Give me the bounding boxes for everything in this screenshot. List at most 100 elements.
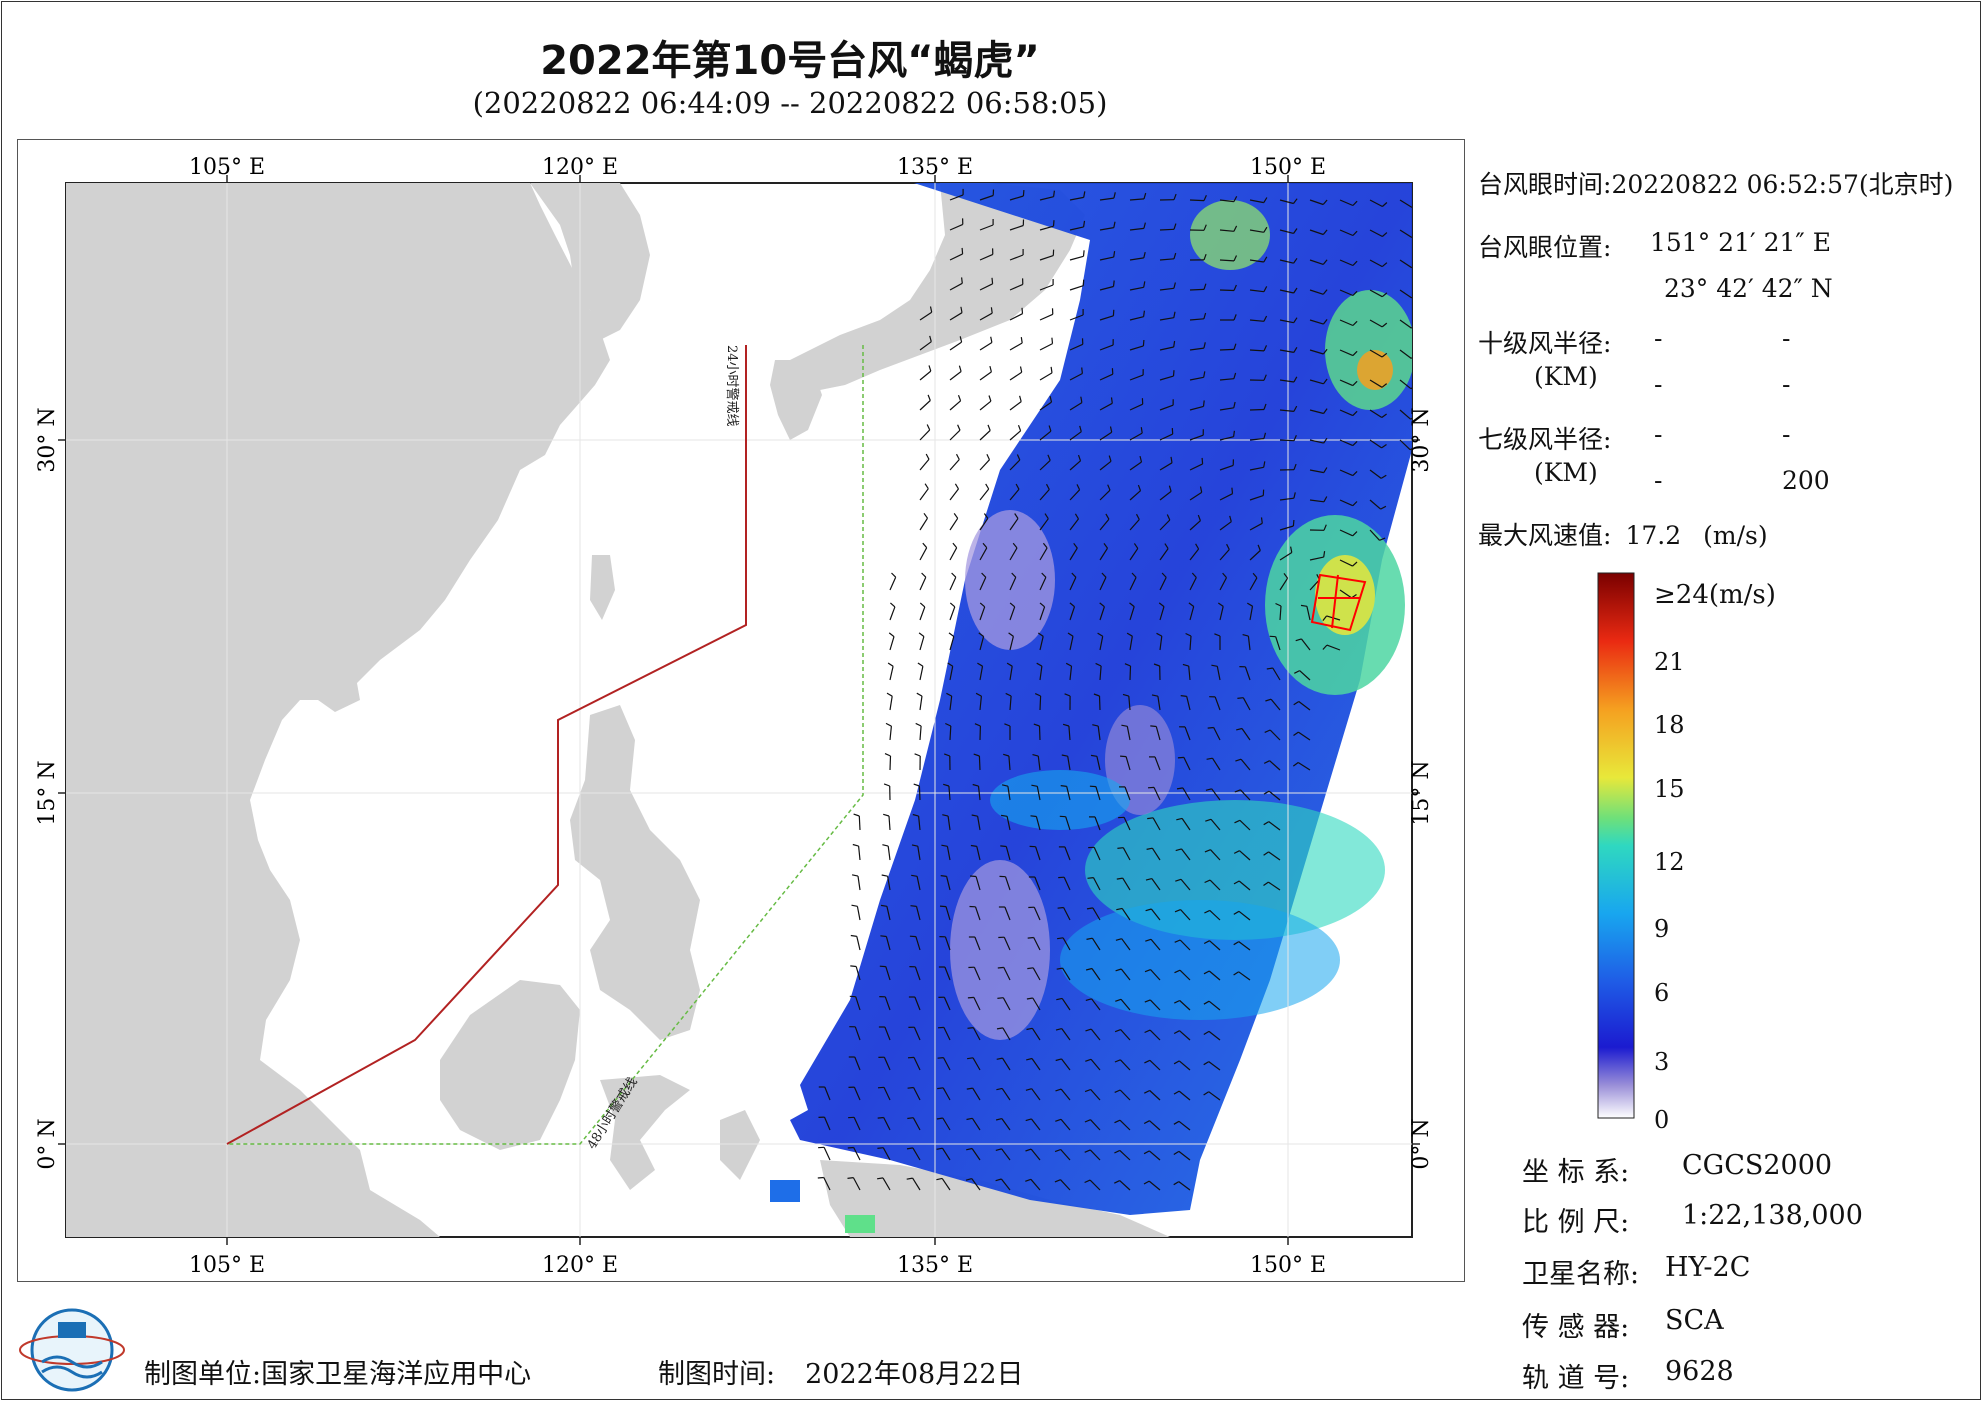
wind-barb-feather: [1000, 845, 1007, 848]
typhoon-eye-cross-v: [1331, 574, 1339, 629]
wind-barb-feather: [1173, 223, 1177, 230]
wind-barb-feather: [955, 453, 960, 460]
wind-barb: [919, 488, 929, 501]
wind-barb: [1189, 347, 1204, 351]
wind-barb: [1069, 372, 1083, 381]
wind-barb-feather: [1275, 602, 1282, 607]
wind-barb: [1099, 315, 1114, 321]
wind-barb-feather: [1108, 455, 1112, 462]
wind-barb-feather: [921, 572, 927, 578]
wind-barb: [1189, 318, 1204, 321]
wind-barb: [1061, 1058, 1071, 1071]
wind-barb: [1030, 1118, 1041, 1131]
wind-barb-feather: [997, 966, 1004, 969]
wind-barb: [1159, 490, 1172, 501]
wind-barb: [977, 786, 981, 801]
wind-barb: [1120, 998, 1131, 1011]
wind-barb: [1238, 910, 1251, 921]
wind-barb: [1309, 499, 1324, 503]
wind-barb-feather: [1352, 320, 1358, 326]
wind-barb: [1189, 405, 1204, 411]
wind-barb: [1189, 520, 1201, 531]
wind-barb-feather: [1322, 319, 1328, 325]
wind-barb: [1299, 670, 1311, 681]
wind-barb: [888, 815, 891, 831]
wind-barb-feather: [1045, 483, 1050, 490]
wind-barb: [1009, 371, 1023, 381]
eye-lon-value: 151° 21′ 21″ E: [1650, 228, 1831, 257]
wind-barb-feather: [1143, 222, 1146, 229]
wind-barb: [1035, 846, 1041, 861]
wind-barb-feather: [1380, 505, 1387, 510]
wind-barb: [1152, 817, 1161, 831]
wind-barb: [1150, 969, 1161, 981]
wind-barb: [1069, 460, 1081, 471]
wind-barb: [882, 1177, 891, 1191]
lon-label-bottom-150: 150° E: [1250, 1253, 1326, 1278]
wind-barb-feather: [1048, 425, 1052, 432]
wind-barb: [1129, 316, 1144, 321]
wind-barb: [1279, 409, 1294, 412]
wind-barb: [1249, 229, 1264, 233]
wind-barb-feather: [1092, 724, 1099, 727]
wind-barb-feather: [906, 1147, 914, 1150]
wind-barb-feather: [1143, 281, 1146, 288]
wind-barb: [1241, 728, 1251, 741]
wind-barb: [1093, 847, 1101, 861]
wind-barb-feather: [926, 424, 931, 431]
wind-barb: [1159, 636, 1163, 651]
wind-barb: [1129, 461, 1142, 471]
wind-barb: [914, 996, 921, 1011]
wind-barb-feather: [928, 365, 932, 372]
wind-barb: [949, 547, 958, 561]
wind-barb-feather: [1065, 662, 1072, 667]
wind-barb: [1099, 636, 1104, 651]
wind-barb: [971, 1148, 981, 1161]
wind-barb-feather: [1137, 484, 1142, 491]
wind-barb-feather: [923, 512, 928, 519]
wind-barb: [1033, 937, 1041, 951]
wind-barb-feather: [1242, 634, 1249, 637]
wind-barb-feather: [1076, 484, 1081, 491]
wind-barb: [979, 224, 994, 231]
wind-barb-feather: [1147, 817, 1154, 820]
lon-label-top-150: 150° E: [1250, 155, 1326, 180]
wind-barb-feather: [997, 997, 1004, 999]
wind-barb-feather: [1410, 387, 1412, 390]
typhoon-eye-marker[interactable]: [1310, 573, 1367, 632]
wind-barb: [1270, 698, 1281, 711]
wind-barb: [1122, 847, 1131, 861]
wind-barb-feather: [1170, 456, 1173, 463]
wind-barb-feather: [1295, 638, 1302, 642]
wind-barb-feather: [966, 1087, 973, 1090]
wind-barb: [1129, 345, 1144, 351]
wind-barb-feather: [943, 753, 951, 757]
wind-barb: [1309, 409, 1324, 415]
wind-barb: [1099, 402, 1113, 411]
wind-barb: [1002, 997, 1011, 1011]
wind-barb: [1309, 379, 1324, 385]
wind-barb: [1369, 469, 1382, 479]
wind-barb: [1238, 971, 1251, 981]
wind-barb: [1189, 491, 1203, 501]
wind-barb: [979, 518, 989, 531]
wind-barb-feather: [1381, 262, 1388, 268]
wind-barb: [886, 906, 891, 921]
wind-barb: [1060, 1179, 1071, 1191]
wind-barb-feather: [1008, 632, 1014, 637]
wind-barb: [1039, 547, 1048, 561]
warning-line-48h: [227, 345, 864, 1145]
wind-barb-feather: [1293, 317, 1298, 324]
wind-barb: [1369, 439, 1382, 449]
wind-barb: [943, 1027, 951, 1041]
wind-barb-feather: [884, 753, 891, 757]
wind-barb-feather: [1117, 847, 1124, 849]
wind-barb: [919, 311, 933, 321]
wind-barb-feather: [1185, 632, 1192, 637]
land-asia: [66, 183, 610, 1237]
wind-barb: [1129, 257, 1144, 261]
wind-barb-feather: [1083, 220, 1086, 227]
wind-barb: [1009, 459, 1021, 471]
wind-barb-feather: [1131, 572, 1137, 578]
